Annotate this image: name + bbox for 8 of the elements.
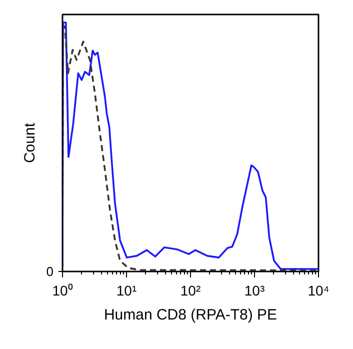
x-tick-label: 10¹ bbox=[116, 282, 137, 298]
y-axis-title: Count bbox=[21, 122, 38, 164]
text: 0 bbox=[46, 264, 54, 279]
x-axis-title: Human CD8 (RPA-T8) PE bbox=[104, 306, 278, 324]
x-tick-label: 10² bbox=[180, 282, 201, 298]
x-tick-label: 10⁰ bbox=[52, 282, 73, 298]
x-tick-label: 10³ bbox=[244, 282, 265, 298]
x-tick-label: 10⁴ bbox=[308, 282, 330, 298]
